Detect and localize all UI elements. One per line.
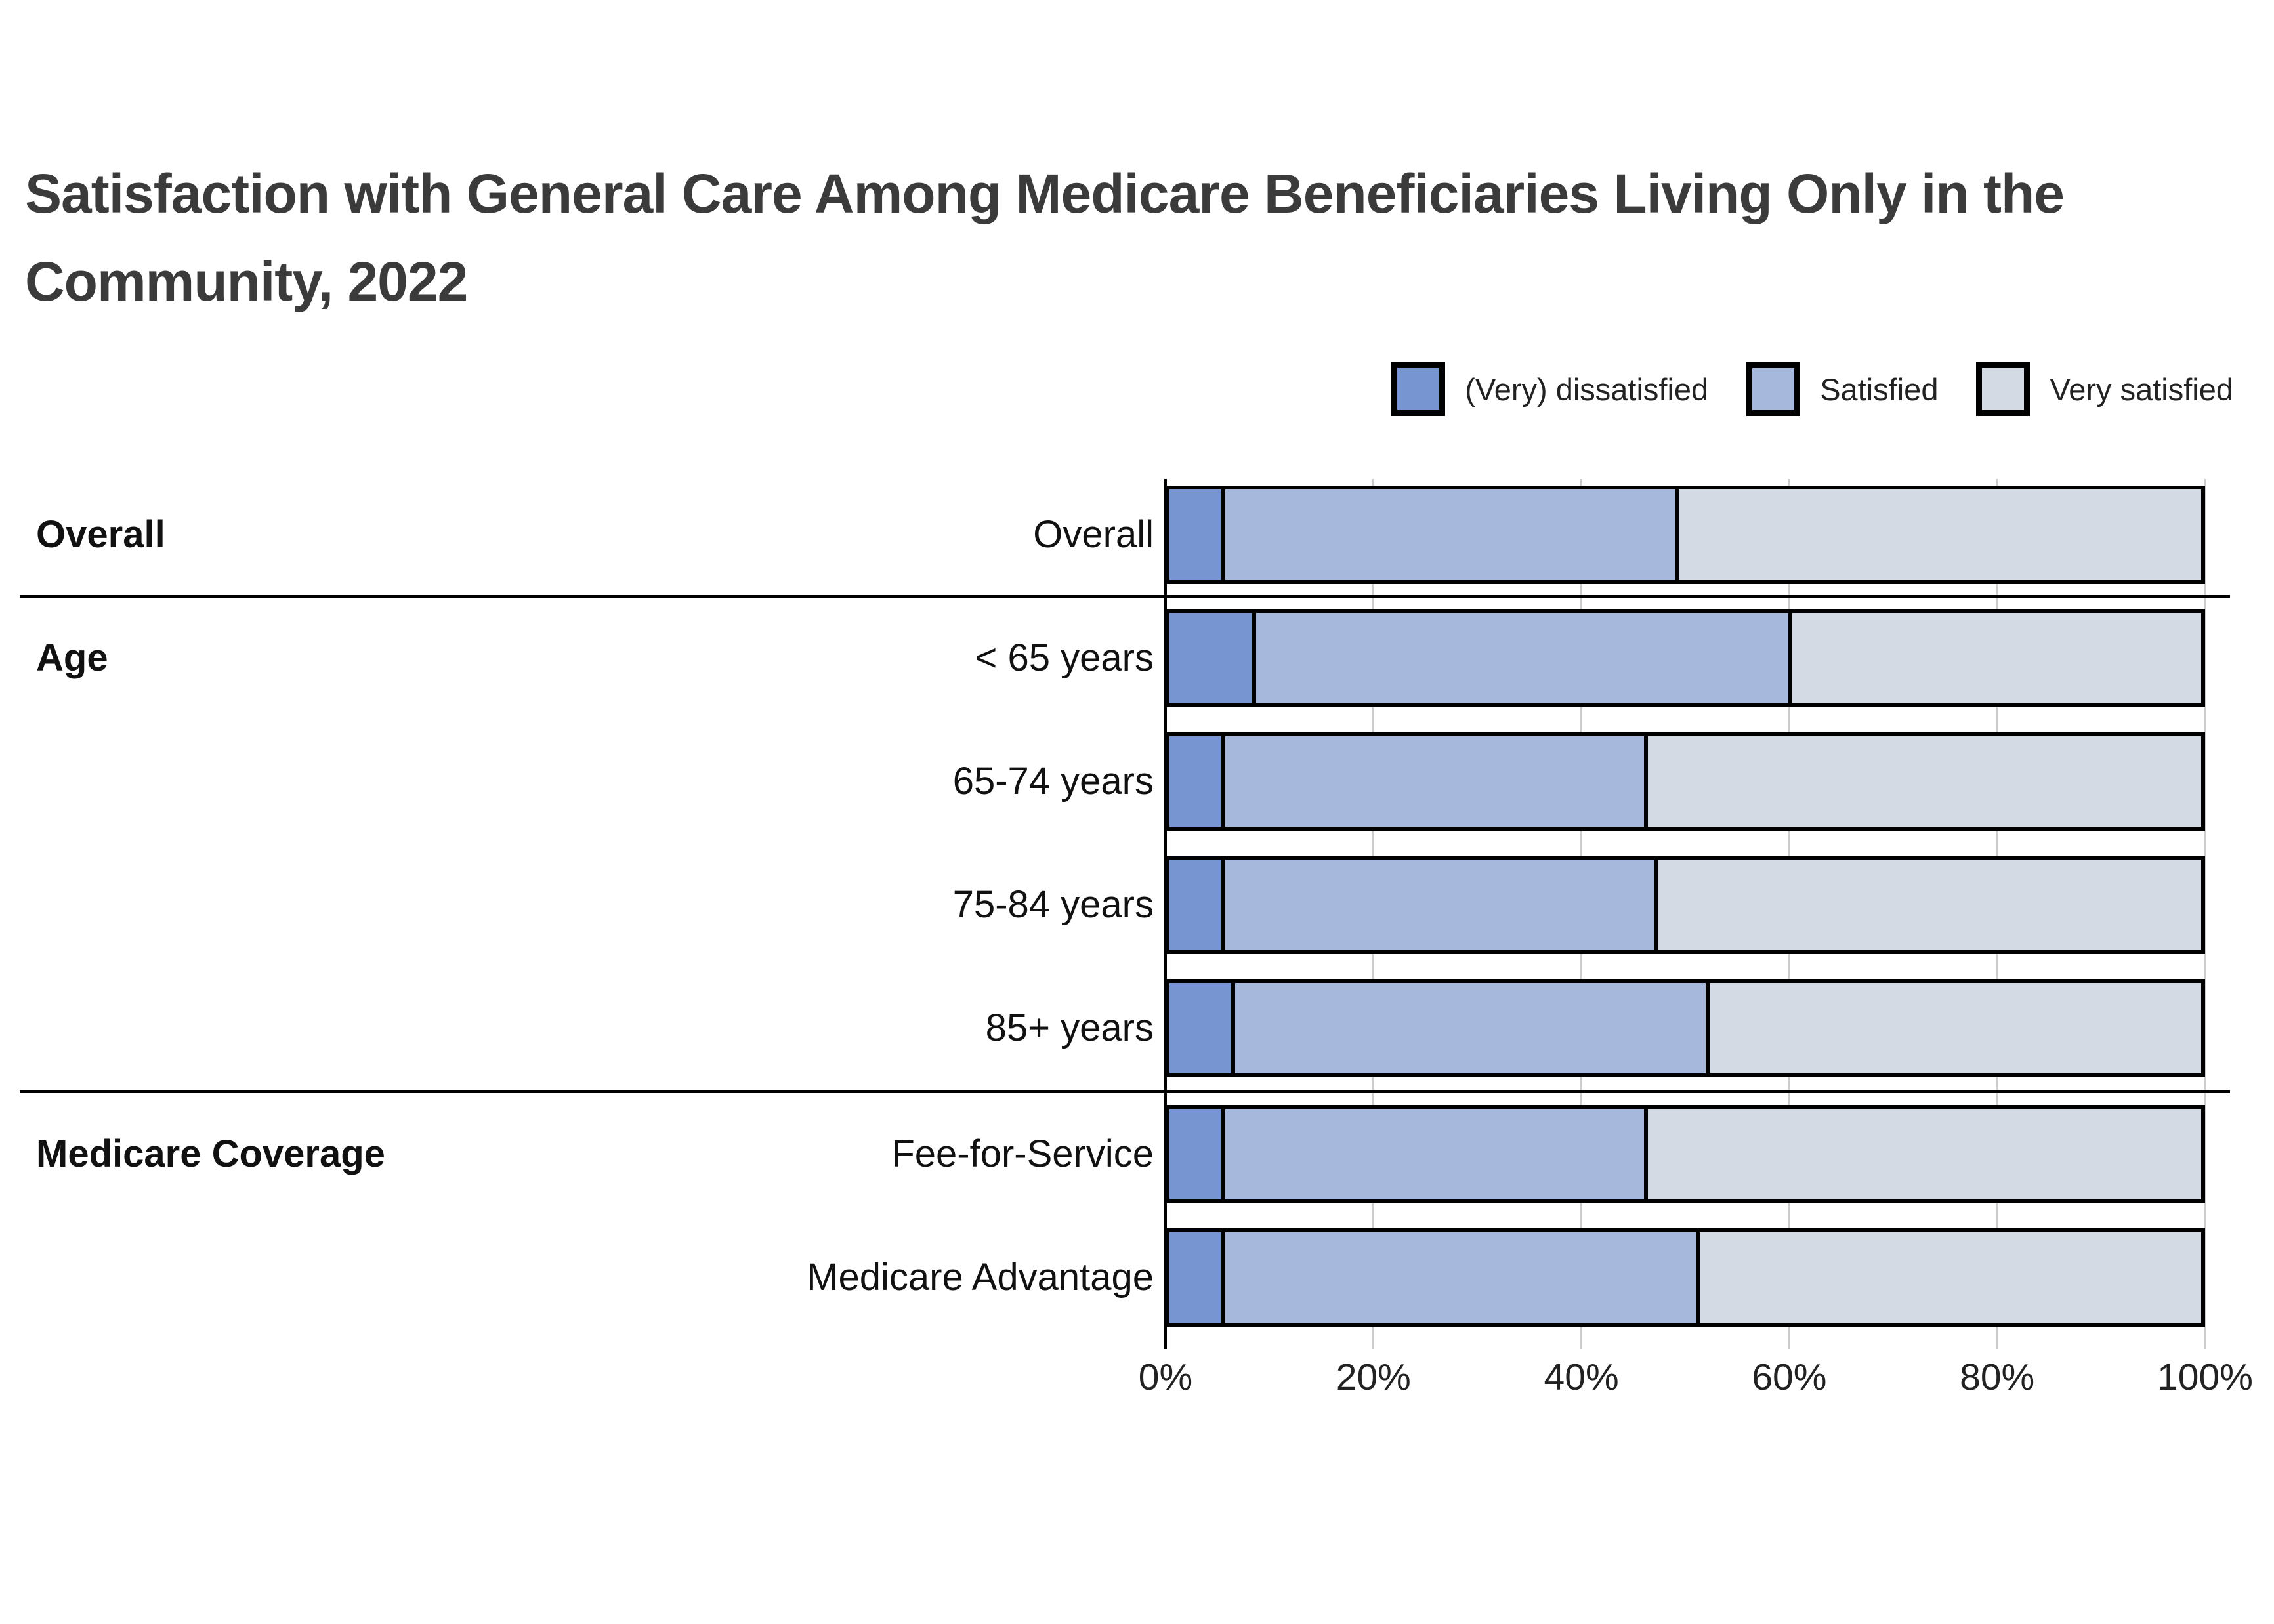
x-tick-label-40: 40% bbox=[1544, 1356, 1619, 1398]
legend-item-dissatisfied: (Very) dissatisfied bbox=[1391, 362, 1708, 416]
legend: (Very) dissatisfied Satisfied Very satis… bbox=[1391, 362, 2233, 416]
bar-segment-dissatisfied bbox=[1169, 489, 1221, 580]
bar-segment-satisfied bbox=[1231, 983, 1706, 1073]
bar-row bbox=[1166, 1105, 2205, 1203]
legend-label-satisfied: Satisfied bbox=[1820, 371, 1939, 407]
bar-segment-dissatisfied bbox=[1169, 983, 1232, 1073]
group-separator bbox=[20, 1089, 2230, 1093]
bar-segment-satisfied bbox=[1221, 860, 1654, 950]
bar-segment-dissatisfied bbox=[1169, 613, 1252, 703]
x-tick-label-0: 0% bbox=[1138, 1356, 1193, 1398]
legend-item-satisfied: Satisfied bbox=[1746, 362, 1938, 416]
group-label-age: Age bbox=[36, 636, 108, 679]
chart-title: Satisfaction with General Care Among Med… bbox=[25, 163, 2065, 312]
row-label: Fee-for-Service bbox=[891, 1133, 1154, 1175]
x-tick-label-80: 80% bbox=[1960, 1356, 2035, 1398]
legend-swatch-dissatisfied-icon bbox=[1391, 362, 1446, 416]
bar-segment-very-satisfied bbox=[1644, 736, 2201, 827]
bar-segment-dissatisfied bbox=[1169, 860, 1221, 950]
bar-segment-very-satisfied bbox=[1706, 983, 2201, 1073]
bar-segment-very-satisfied bbox=[1675, 489, 2201, 580]
bar-row bbox=[1166, 486, 2205, 584]
legend-label-dissatisfied: (Very) dissatisfied bbox=[1465, 371, 1709, 407]
row-label: Medicare Advantage bbox=[807, 1256, 1154, 1299]
row-label: 85+ years bbox=[985, 1007, 1154, 1049]
legend-swatch-very-satisfied-icon bbox=[1976, 362, 2031, 416]
bar-row bbox=[1166, 609, 2205, 707]
bar-segment-very-satisfied bbox=[1788, 613, 2201, 703]
bar-segment-satisfied bbox=[1221, 736, 1645, 827]
legend-swatch-satisfied-icon bbox=[1746, 362, 1801, 416]
bar-segment-very-satisfied bbox=[1695, 1232, 2201, 1323]
x-tick-label-100: 100% bbox=[2157, 1356, 2253, 1398]
bar-segment-very-satisfied bbox=[1644, 1109, 2201, 1199]
gridline-100 bbox=[2204, 479, 2206, 1349]
bar-segment-satisfied bbox=[1221, 1109, 1645, 1199]
x-tick-label-20: 20% bbox=[1336, 1356, 1411, 1398]
bar-row bbox=[1166, 856, 2205, 954]
bar-segment-dissatisfied bbox=[1169, 1232, 1221, 1323]
bar-segment-dissatisfied bbox=[1169, 1109, 1221, 1199]
group-label-medicare-coverage: Medicare Coverage bbox=[36, 1133, 385, 1175]
legend-label-very-satisfied: Very satisfied bbox=[2050, 371, 2233, 407]
row-label: < 65 years bbox=[975, 636, 1154, 679]
x-tick-label-60: 60% bbox=[1752, 1356, 1827, 1398]
legend-item-very-satisfied: Very satisfied bbox=[1976, 362, 2233, 416]
bar-segment-dissatisfied bbox=[1169, 736, 1221, 827]
bar-row bbox=[1166, 1228, 2205, 1327]
bar-row bbox=[1166, 979, 2205, 1077]
bar-row bbox=[1166, 732, 2205, 831]
bar-segment-very-satisfied bbox=[1654, 860, 2201, 950]
bar-segment-satisfied bbox=[1221, 1232, 1696, 1323]
bar-segment-satisfied bbox=[1252, 613, 1789, 703]
group-label-overall: Overall bbox=[36, 513, 165, 556]
group-separator bbox=[20, 594, 2230, 598]
row-label: 65-74 years bbox=[952, 760, 1154, 802]
row-label: Overall bbox=[1033, 513, 1154, 556]
row-label: 75-84 years bbox=[952, 883, 1154, 926]
bar-segment-satisfied bbox=[1221, 489, 1675, 580]
